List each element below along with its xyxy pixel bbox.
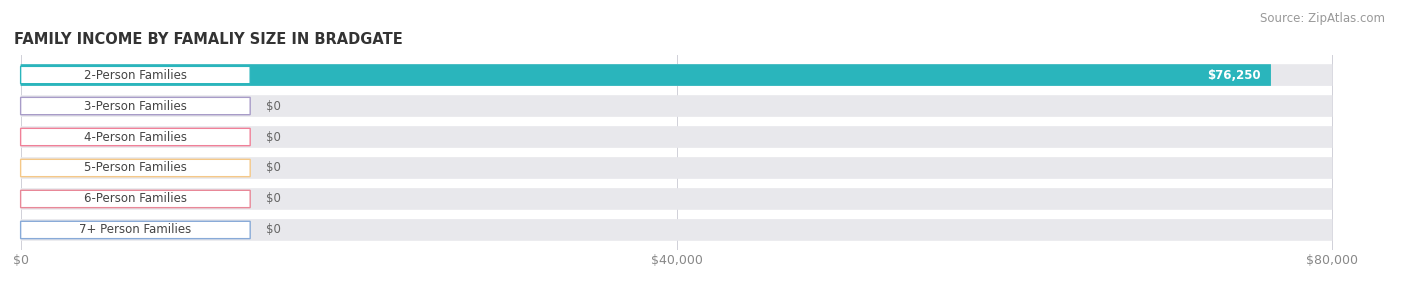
- Text: $0: $0: [266, 224, 281, 236]
- Text: 2-Person Families: 2-Person Families: [84, 69, 187, 81]
- Text: FAMILY INCOME BY FAMALIY SIZE IN BRADGATE: FAMILY INCOME BY FAMALIY SIZE IN BRADGAT…: [14, 32, 402, 47]
- Text: Source: ZipAtlas.com: Source: ZipAtlas.com: [1260, 12, 1385, 25]
- Text: 7+ Person Families: 7+ Person Families: [79, 224, 191, 236]
- FancyBboxPatch shape: [21, 157, 1333, 179]
- FancyBboxPatch shape: [21, 188, 1333, 210]
- FancyBboxPatch shape: [21, 190, 250, 208]
- FancyBboxPatch shape: [21, 64, 1333, 86]
- FancyBboxPatch shape: [21, 219, 1333, 241]
- FancyBboxPatch shape: [21, 159, 250, 177]
- FancyBboxPatch shape: [21, 64, 1271, 86]
- Text: 5-Person Families: 5-Person Families: [84, 161, 187, 174]
- Text: $76,250: $76,250: [1206, 69, 1260, 81]
- FancyBboxPatch shape: [21, 126, 1333, 148]
- Text: $0: $0: [266, 99, 281, 113]
- FancyBboxPatch shape: [21, 221, 250, 239]
- FancyBboxPatch shape: [21, 128, 250, 146]
- FancyBboxPatch shape: [21, 95, 1333, 117]
- Text: $0: $0: [266, 131, 281, 144]
- FancyBboxPatch shape: [21, 66, 250, 84]
- Text: 3-Person Families: 3-Person Families: [84, 99, 187, 113]
- Text: $0: $0: [266, 192, 281, 206]
- Text: $0: $0: [266, 161, 281, 174]
- Text: 6-Person Families: 6-Person Families: [84, 192, 187, 206]
- FancyBboxPatch shape: [21, 97, 250, 115]
- Text: 4-Person Families: 4-Person Families: [84, 131, 187, 144]
